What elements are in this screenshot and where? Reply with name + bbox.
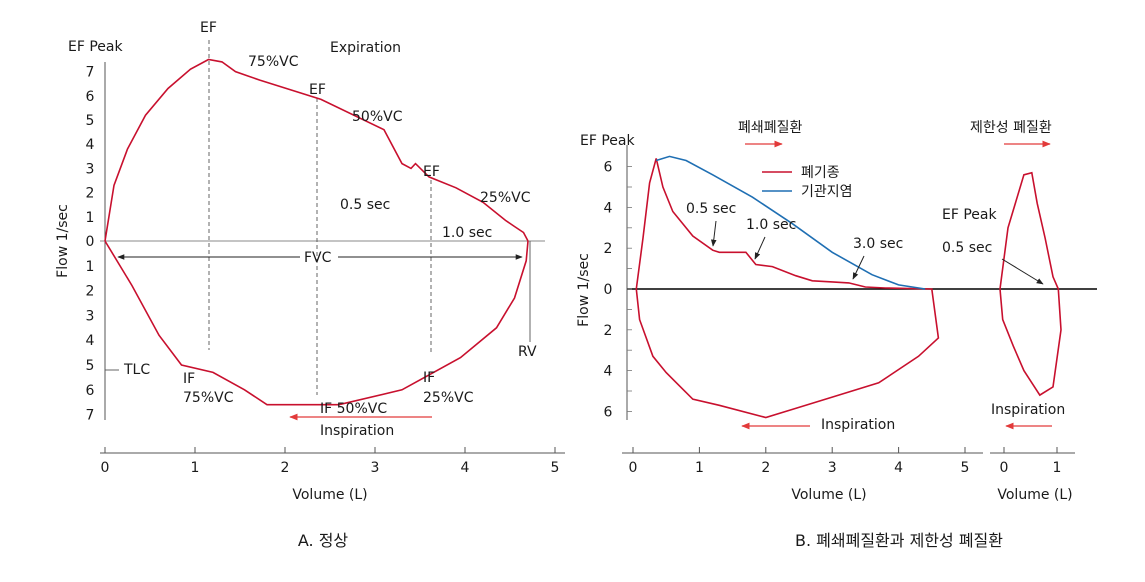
panel-a-05sec: 0.5 sec xyxy=(340,197,390,213)
panel-a-y-tick-label: 4 xyxy=(86,137,95,153)
panel-a-x-tick-label: 5 xyxy=(551,460,560,476)
panel-a-ef-low: EF xyxy=(423,164,440,180)
panel-a-y-tick-label: 5 xyxy=(86,113,95,129)
panel-a-y-tick-label: 2 xyxy=(86,186,95,202)
panel-a-25vc-bottom: 25%VC xyxy=(423,390,474,406)
panel-b-y-tick-label: 2 xyxy=(604,323,613,339)
panel-b-x-tick-label: 2 xyxy=(761,460,770,476)
panel-a-x-tick-label: 0 xyxy=(101,460,110,476)
panel-b-10sec-arrow xyxy=(754,236,766,260)
panel-b-restrictive-05sec-arrow xyxy=(1001,258,1044,285)
panel-b-restrictive-ef-peak: EF Peak xyxy=(942,207,997,223)
panel-a-inspiration-curve xyxy=(104,240,529,406)
panel-a-y-tick-label: 4 xyxy=(86,333,95,349)
panel-b-x-tick-label: 5 xyxy=(961,460,970,476)
panel-a-expiration-label: Expiration xyxy=(330,40,401,56)
panel-a-y-tick-label: 6 xyxy=(86,89,95,105)
panel-a-x-tick-label: 3 xyxy=(371,460,380,476)
panel-a-if-left: IF xyxy=(183,371,195,387)
panel-a-rv: RV xyxy=(518,344,537,360)
panel-a-caption: A. 정상 xyxy=(298,531,349,550)
panel-b-05sec-arrow xyxy=(710,220,717,247)
panel-b-restrictive-curve xyxy=(999,171,1062,397)
panel-a-y-tick-label: 2 xyxy=(86,284,95,300)
panel-a-ef-top: EF xyxy=(200,20,217,36)
panel-a-75vc-top: 75%VC xyxy=(248,54,299,70)
panel-b-y-tick-label: 6 xyxy=(604,160,613,176)
panel-a-y-tick-label: 3 xyxy=(86,161,95,177)
panel-a-y-tick-label: 6 xyxy=(86,383,95,399)
panel-b-restrictive-x-axis-title: Volume (L) xyxy=(997,487,1072,503)
panel-b-05sec: 0.5 sec xyxy=(686,201,736,217)
panel-a-y-tick-label: 7 xyxy=(86,65,95,81)
panel-b-x-tick-label: 4 xyxy=(894,460,903,476)
panel-a-fvc: FVC xyxy=(304,250,332,266)
panel-a-x-tick-label: 1 xyxy=(191,460,200,476)
panel-b-restrictive-inspiration-label: Inspiration xyxy=(991,402,1065,418)
panel-b-y-tick-label: 0 xyxy=(604,282,613,298)
panel-a-y-tick-label: 5 xyxy=(86,358,95,374)
panel-b-obstructive-header: 폐쇄폐질환 xyxy=(738,120,803,136)
panel-b-30sec-arrow xyxy=(852,255,865,280)
panel-b-obstructive-restrictive: 0 1 2 3 4 5 0 2 4 6 2 4 6 0 1 EF Peak Flow 1/sec Vol… xyxy=(576,120,1097,550)
panel-a-50vc-top: 50%VC xyxy=(352,109,403,125)
panel-b-y-tick-label: 4 xyxy=(604,364,613,380)
panel-b-x-tick-label: 0 xyxy=(629,460,638,476)
panel-b-x-axis-title: Volume (L) xyxy=(791,487,866,503)
panel-b-y-tick-label: 4 xyxy=(604,200,613,216)
panel-a-10sec: 1.0 sec xyxy=(442,225,492,241)
legend-bronchitis-label: 기관지염 xyxy=(801,184,853,200)
panel-a-x-axis-title: Volume (L) xyxy=(292,487,367,503)
panel-a-tlc: TLC xyxy=(123,362,150,378)
panel-b-restrictive-header: 제한성 폐질환 xyxy=(970,120,1052,136)
panel-a-if50vc: IF 50%VC xyxy=(320,401,387,417)
panel-a-ef-peak-label: EF Peak xyxy=(68,39,123,55)
panel-a-y-tick-label: 1 xyxy=(86,259,95,275)
panel-a-y-tick-label: 1 xyxy=(86,210,95,226)
panel-a-inspiration-label: Inspiration xyxy=(320,423,394,439)
panel-a-expiration-curve xyxy=(104,58,529,242)
panel-b-30sec: 3.0 sec xyxy=(853,236,903,252)
panel-a-x-tick-label: 4 xyxy=(461,460,470,476)
panel-a-y-tick-label: 0 xyxy=(86,234,95,250)
panel-b-bronchitis-curve xyxy=(655,155,926,290)
panel-b-ef-peak-label: EF Peak xyxy=(580,133,635,149)
panel-b-emphysema-curve xyxy=(635,158,940,419)
panel-b-y-tick-label: 6 xyxy=(604,404,613,420)
panel-b-restrictive-x-tick-label: 1 xyxy=(1053,460,1062,476)
panel-a-normal: 0 1 2 3 4 5 0 1 2 3 4 5 6 7 1 2 3 4 5 6 7 EF Peak Flow 1/se… xyxy=(55,20,565,550)
panel-b-caption: B. 폐쇄폐질환과 제한성 폐질환 xyxy=(795,531,1003,550)
panel-b-y-axis-title: Flow 1/sec xyxy=(576,253,592,327)
panel-a-y-tick-label: 3 xyxy=(86,308,95,324)
panel-b-10sec: 1.0 sec xyxy=(746,217,796,233)
panel-b-y-tick-label: 2 xyxy=(604,241,613,257)
panel-a-x-tick-label: 2 xyxy=(281,460,290,476)
panel-b-restrictive-05sec: 0.5 sec xyxy=(942,240,992,256)
panel-a-y-axis-title: Flow 1/sec xyxy=(55,204,71,278)
panel-a-ef-mid: EF xyxy=(309,82,326,98)
panel-b-x-tick-label: 3 xyxy=(828,460,837,476)
panel-a-y-tick-label: 7 xyxy=(86,408,95,424)
panel-a-75vc-bottom: 75%VC xyxy=(183,390,234,406)
panel-b-x-tick-label: 1 xyxy=(695,460,704,476)
panel-b-legend: 폐기종 기관지염 xyxy=(762,165,853,200)
panel-a-if-right: IF xyxy=(423,370,435,386)
panel-b-inspiration-label: Inspiration xyxy=(821,417,895,433)
panel-b-restrictive-x-tick-label: 0 xyxy=(1000,460,1009,476)
legend-emphysema-label: 폐기종 xyxy=(801,165,840,181)
panel-a-25vc-top: 25%VC xyxy=(480,190,531,206)
